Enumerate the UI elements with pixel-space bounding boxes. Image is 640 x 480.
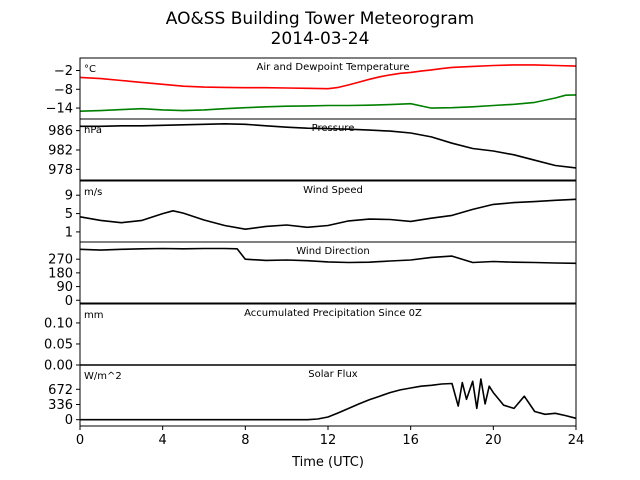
pressure-ytick-label: 978	[48, 163, 73, 178]
solar_flux-ytick-label: 0	[65, 413, 73, 428]
pressure-ytick-label: 986	[48, 124, 73, 139]
temperature-ytick-label: −14	[46, 102, 73, 117]
panel-wind_speed: 9 5 1 m/s Wind Speed	[65, 180, 577, 243]
wind_speed-ytick-label: 9	[65, 189, 73, 204]
precipitation-ytick-label: 0.00	[44, 359, 73, 374]
xtick-label: 12	[320, 433, 337, 448]
temperature-panel-title: Air and Dewpoint Temperature	[257, 62, 410, 73]
wind_direction-panel-title: Wind Direction	[296, 246, 370, 257]
wind_speed-ytick-label: 1	[65, 225, 73, 240]
pressure-ytick-label: 982	[48, 143, 73, 158]
wind_direction-ytick-label: 0	[65, 294, 73, 309]
solar_flux-ytick-label: 336	[48, 398, 73, 413]
solar_flux-unit-label: W/m^2	[84, 371, 122, 382]
panel-temperature: −2 −8 −14 °C Air and Dewpoint Temperature	[46, 57, 577, 120]
solar_flux-series-0-line	[80, 378, 577, 421]
chart-title: AO&SS Building Tower Meteorogram	[166, 9, 474, 29]
wind_speed-series-0-line	[79, 198, 577, 230]
xtick-label: 16	[402, 433, 419, 448]
panels-group: −2 −8 −14 °C Air and Dewpoint Temperature 986…	[44, 57, 577, 428]
solar_flux-ytick-label: 672	[48, 383, 73, 398]
wind_speed-panel-title: Wind Speed	[303, 185, 363, 196]
xtick-label: 24	[568, 433, 585, 448]
panel-precipitation: 0.10 0.05 0.00 mm Accumulated Precipitation …	[44, 303, 577, 374]
chart-subtitle: 2014-03-24	[271, 29, 370, 49]
wind_direction-series-0-line	[79, 247, 577, 265]
x-axis: 0 4 8 12 16 20 24	[76, 426, 584, 448]
wind_direction-ytick-label: 90	[56, 280, 73, 295]
solar_flux-panel-title: Solar Flux	[308, 369, 358, 380]
wind_direction-ytick-label: 270	[48, 253, 73, 268]
precipitation-ytick-label: 0.05	[44, 337, 73, 352]
temperature-ytick-label: −2	[54, 64, 73, 79]
temperature-unit-label: °C	[84, 64, 96, 75]
wind_speed-ytick-label: 5	[65, 207, 73, 222]
wind_speed-unit-label: m/s	[84, 187, 102, 198]
x-axis-label: Time (UTC)	[291, 455, 364, 470]
panel-pressure: 986 982 978 hPa Pressure	[48, 118, 577, 181]
temperature-series-0-line	[79, 64, 577, 90]
wind_direction-ytick-label: 180	[48, 266, 73, 281]
precipitation-unit-label: mm	[84, 310, 103, 321]
precipitation-panel-title: Accumulated Precipitation Since 0Z	[244, 308, 422, 319]
xtick-label: 8	[241, 433, 249, 448]
pressure-panel-title: Pressure	[312, 123, 355, 134]
xtick-label: 20	[485, 433, 502, 448]
pressure-unit-label: hPa	[84, 125, 102, 136]
temperature-series-1-line	[79, 94, 577, 112]
precipitation-ytick-label: 0.10	[44, 316, 73, 331]
xtick-label: 4	[159, 433, 167, 448]
pressure-series-0-line	[80, 123, 577, 169]
xtick-label: 0	[76, 433, 84, 448]
temperature-ytick-label: −8	[54, 83, 73, 98]
